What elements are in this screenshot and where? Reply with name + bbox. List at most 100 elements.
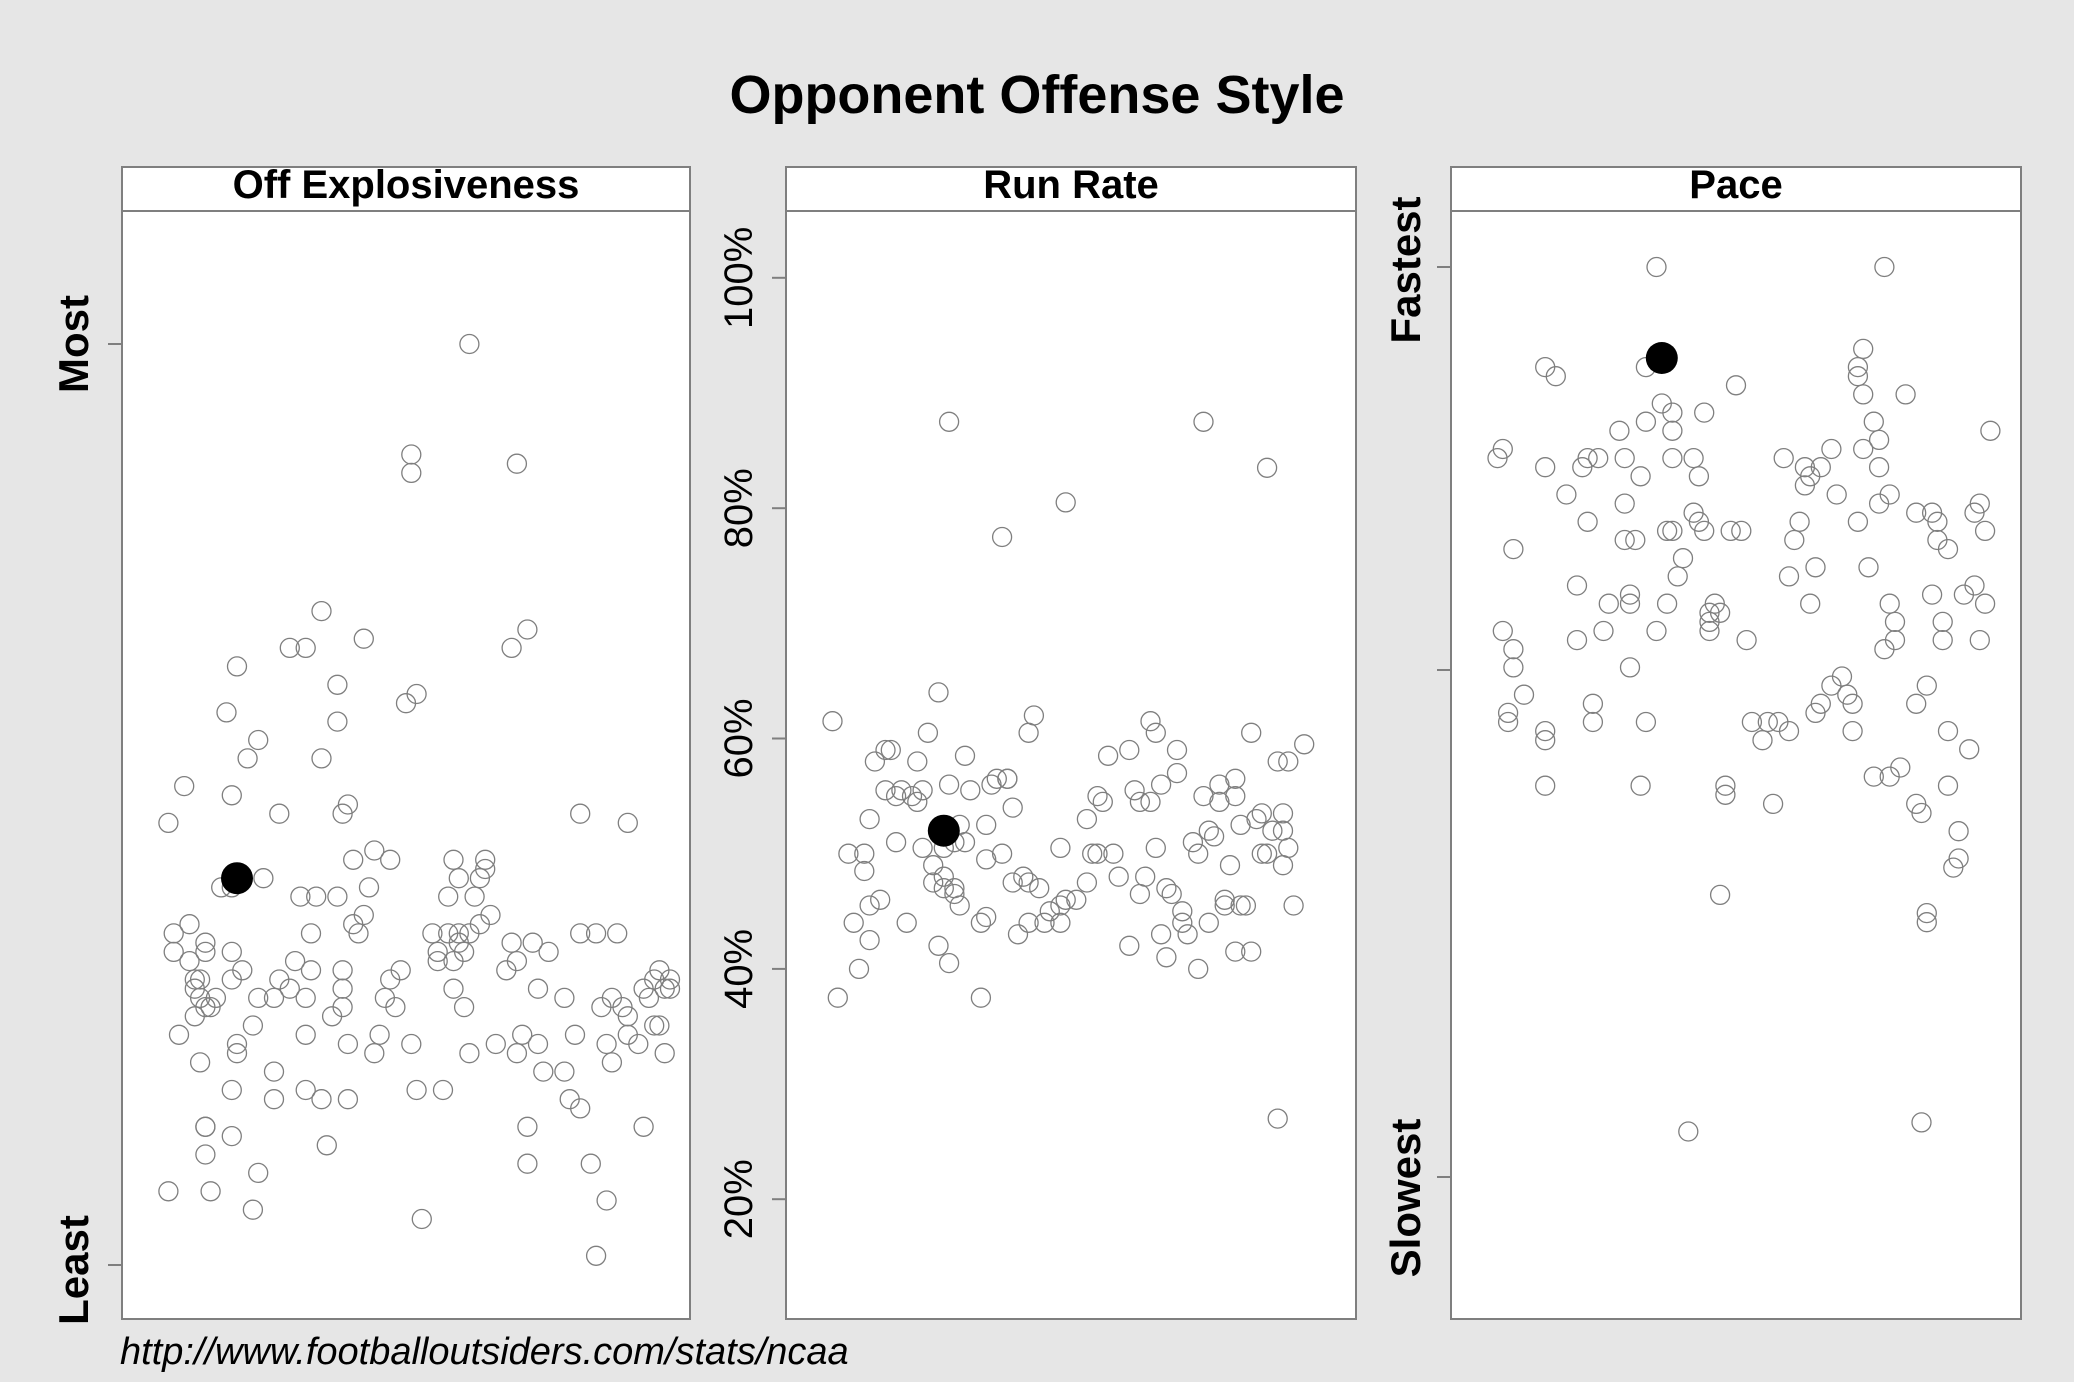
- data-point: [659, 978, 681, 999]
- data-point: [1150, 774, 1172, 795]
- data-point: [659, 969, 681, 990]
- data-point: [1577, 447, 1598, 469]
- data-point: [1166, 762, 1188, 784]
- data-point: [1847, 356, 1869, 378]
- data-point: [1609, 420, 1630, 441]
- data-point: [644, 1015, 665, 1036]
- data-point: [321, 1006, 343, 1027]
- data-point: [1656, 520, 1678, 542]
- data-point: [385, 996, 406, 1018]
- data-point: [1135, 866, 1156, 887]
- data-point: [1853, 438, 1874, 460]
- data-point: [1230, 895, 1251, 916]
- highlight-point: [1645, 342, 1678, 374]
- data-point: [1948, 821, 1969, 842]
- data-point: [1582, 711, 1604, 733]
- data-point: [607, 923, 628, 944]
- scatter-points: [158, 333, 681, 1266]
- data-point: [1214, 895, 1235, 916]
- data-point: [427, 950, 448, 972]
- data-point: [885, 785, 907, 807]
- data-point: [1503, 639, 1524, 660]
- data-point: [1246, 808, 1267, 830]
- data-point: [1980, 420, 2001, 441]
- data-point: [1241, 722, 1262, 743]
- data-point: [1725, 375, 1747, 396]
- y-label-bottom: Slowest: [1382, 1119, 1429, 1278]
- data-point: [1119, 935, 1140, 956]
- data-point: [1630, 775, 1651, 796]
- data-point: [1964, 575, 1985, 596]
- data-point: [1108, 866, 1129, 887]
- data-point: [195, 1116, 216, 1137]
- chart-title: Opponent Offense Style: [729, 65, 1344, 125]
- data-point: [901, 785, 923, 807]
- data-point: [1013, 866, 1034, 887]
- data-point: [838, 843, 859, 864]
- data-point: [1810, 693, 1831, 714]
- data-point: [205, 987, 227, 1009]
- data-point: [570, 1098, 591, 1119]
- scatter-points: [1487, 256, 2001, 1142]
- data-point: [1577, 511, 1598, 532]
- data-point: [1161, 883, 1182, 905]
- data-point: [1225, 768, 1246, 789]
- data-point: [1906, 502, 1927, 523]
- data-point: [1097, 745, 1119, 766]
- data-point: [1156, 947, 1177, 968]
- data-point: [654, 1043, 675, 1064]
- data-point: [406, 1079, 427, 1101]
- data-point: [517, 1153, 538, 1174]
- data-point: [570, 923, 591, 944]
- data-point: [221, 1125, 242, 1147]
- data-point: [554, 1061, 575, 1082]
- data-point: [976, 906, 997, 928]
- data-point: [1492, 438, 1513, 460]
- data-point: [1172, 901, 1193, 922]
- data-point: [1055, 889, 1076, 910]
- data-point: [364, 1043, 385, 1064]
- data-point: [1166, 739, 1188, 761]
- data-point: [1256, 843, 1278, 864]
- data-point: [1715, 784, 1736, 805]
- data-point: [475, 858, 496, 880]
- data-point: [1619, 584, 1641, 605]
- data-point: [954, 745, 976, 766]
- data-point: [1667, 566, 1688, 587]
- data-point: [970, 987, 992, 1008]
- data-point: [1050, 912, 1071, 933]
- data-point: [1214, 889, 1235, 910]
- data-point: [1198, 820, 1219, 841]
- data-point: [1916, 902, 1937, 924]
- data-point: [306, 886, 327, 907]
- data-point: [1193, 785, 1214, 807]
- data-point: [1566, 629, 1588, 651]
- data-point: [427, 941, 448, 963]
- data-point: [1034, 912, 1055, 933]
- data-point: [327, 886, 348, 907]
- data-point: [1076, 808, 1098, 830]
- data-point: [907, 791, 928, 813]
- data-point: [1497, 711, 1519, 733]
- data-point: [1007, 924, 1029, 945]
- data-point: [179, 914, 200, 935]
- data-point: [1124, 780, 1145, 801]
- data-point: [1129, 791, 1151, 813]
- data-point: [1932, 629, 1953, 651]
- data-point: [1272, 803, 1294, 824]
- data-point: [1262, 820, 1283, 841]
- data-point: [506, 950, 528, 972]
- data-point: [1646, 620, 1667, 642]
- data-point: [1119, 739, 1140, 761]
- data-point: [649, 1015, 670, 1036]
- data-point: [1219, 855, 1241, 876]
- data-point: [1921, 584, 1943, 605]
- data-point: [179, 950, 200, 972]
- data-point: [596, 1190, 617, 1211]
- data-point: [1635, 711, 1657, 733]
- data-point: [1890, 757, 1911, 778]
- data-point: [928, 682, 949, 703]
- data-point: [1535, 730, 1556, 751]
- data-point: [422, 923, 443, 944]
- data-point: [1193, 411, 1214, 432]
